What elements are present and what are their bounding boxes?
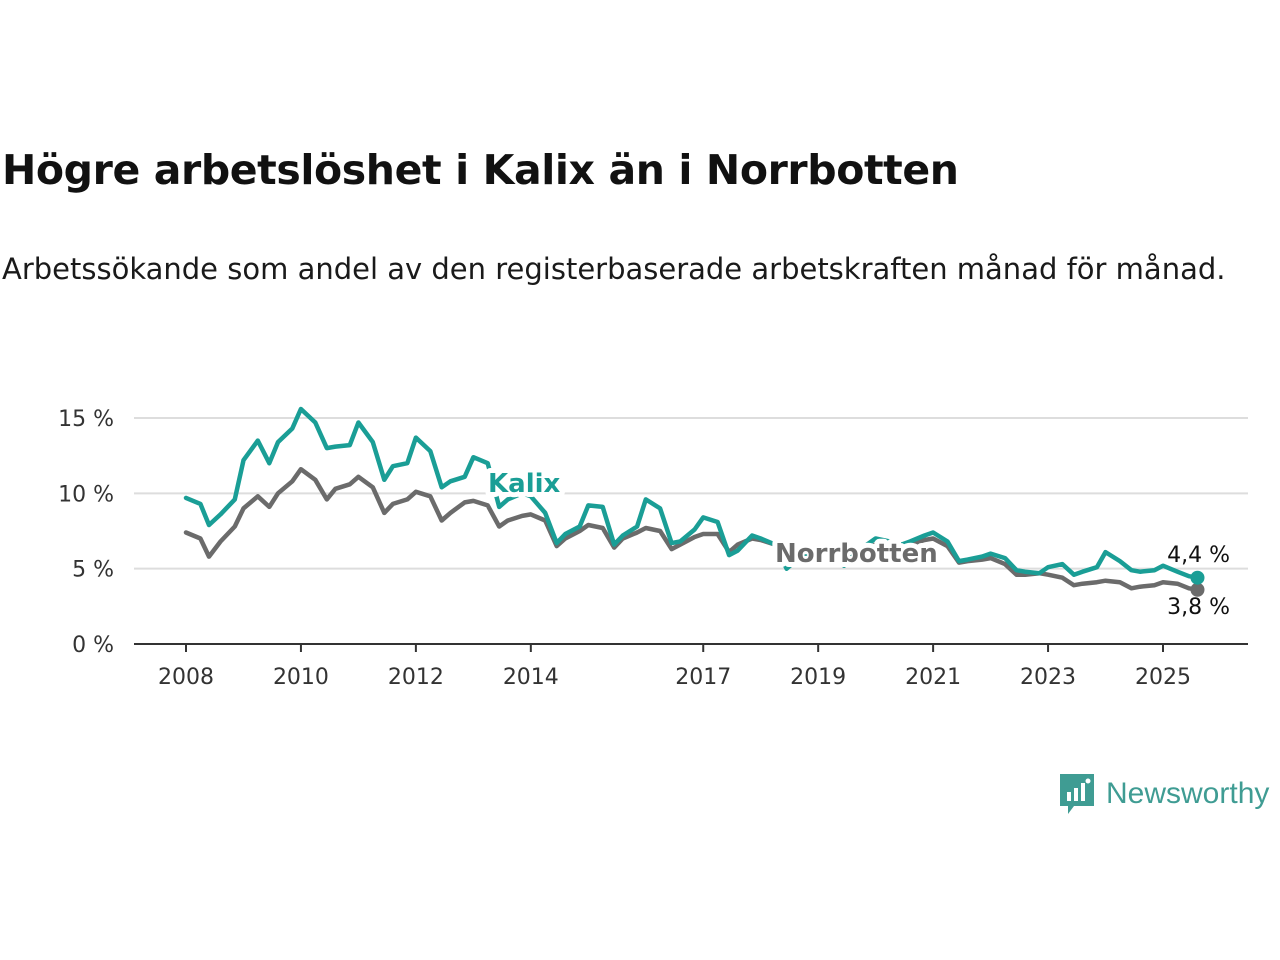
gridlines bbox=[134, 417, 1248, 570]
series-label-kalix: Kalix bbox=[488, 469, 561, 499]
x-axis: 2008 2010 2012 2014 2017 2019 2021 2023 2025 bbox=[134, 643, 1248, 690]
x-tick-label: 2008 bbox=[158, 665, 214, 690]
series-label-halo: Kalix bbox=[488, 469, 561, 499]
y-tick-label: 0 % bbox=[72, 633, 114, 658]
x-tick-label: 2012 bbox=[388, 665, 444, 690]
series-lines bbox=[183, 406, 1205, 597]
brand-name: Newsworthy bbox=[1106, 777, 1270, 810]
series-end-point-kalix bbox=[1190, 570, 1205, 585]
series-line-kalix bbox=[183, 406, 1200, 580]
x-tick-label: 2019 bbox=[790, 665, 846, 690]
end-value-label-norrbotten: 3,8 % bbox=[1167, 595, 1230, 620]
newsworthy-logo-icon bbox=[1060, 774, 1094, 814]
x-tick-label: 2025 bbox=[1135, 665, 1191, 690]
chart-subtitle: Arbetssökande som andel av den registerb… bbox=[2, 252, 1226, 286]
line-chart: 0 %5 %10 %15 % 2008 2010 2012 2014 2017 2019 2… bbox=[58, 406, 1248, 690]
series-label-halo: Norrbotten bbox=[775, 539, 938, 569]
y-axis-ticks: 0 % 5 % 10 % 15 % bbox=[58, 407, 114, 658]
series-label-norrbotten: Norrbotten bbox=[775, 539, 938, 569]
newsworthy-brand: Newsworthy bbox=[1058, 772, 1269, 816]
x-tick-label: 2014 bbox=[503, 665, 559, 690]
y-tick-label: 15 % bbox=[58, 407, 114, 432]
x-tick-label: 2010 bbox=[273, 665, 329, 690]
x-tick-label: 2021 bbox=[905, 665, 961, 690]
end-value-label-kalix: 4,4 % bbox=[1167, 543, 1230, 568]
x-tick-label: 2017 bbox=[675, 665, 731, 690]
y-tick-label: 5 % bbox=[72, 558, 114, 583]
series-end-point-norrbotten bbox=[1190, 582, 1205, 597]
x-tick-label: 2023 bbox=[1020, 665, 1076, 690]
chart-title: Högre arbetslöshet i Kalix än i Norrbott… bbox=[2, 146, 959, 194]
y-tick-label: 10 % bbox=[58, 482, 114, 507]
